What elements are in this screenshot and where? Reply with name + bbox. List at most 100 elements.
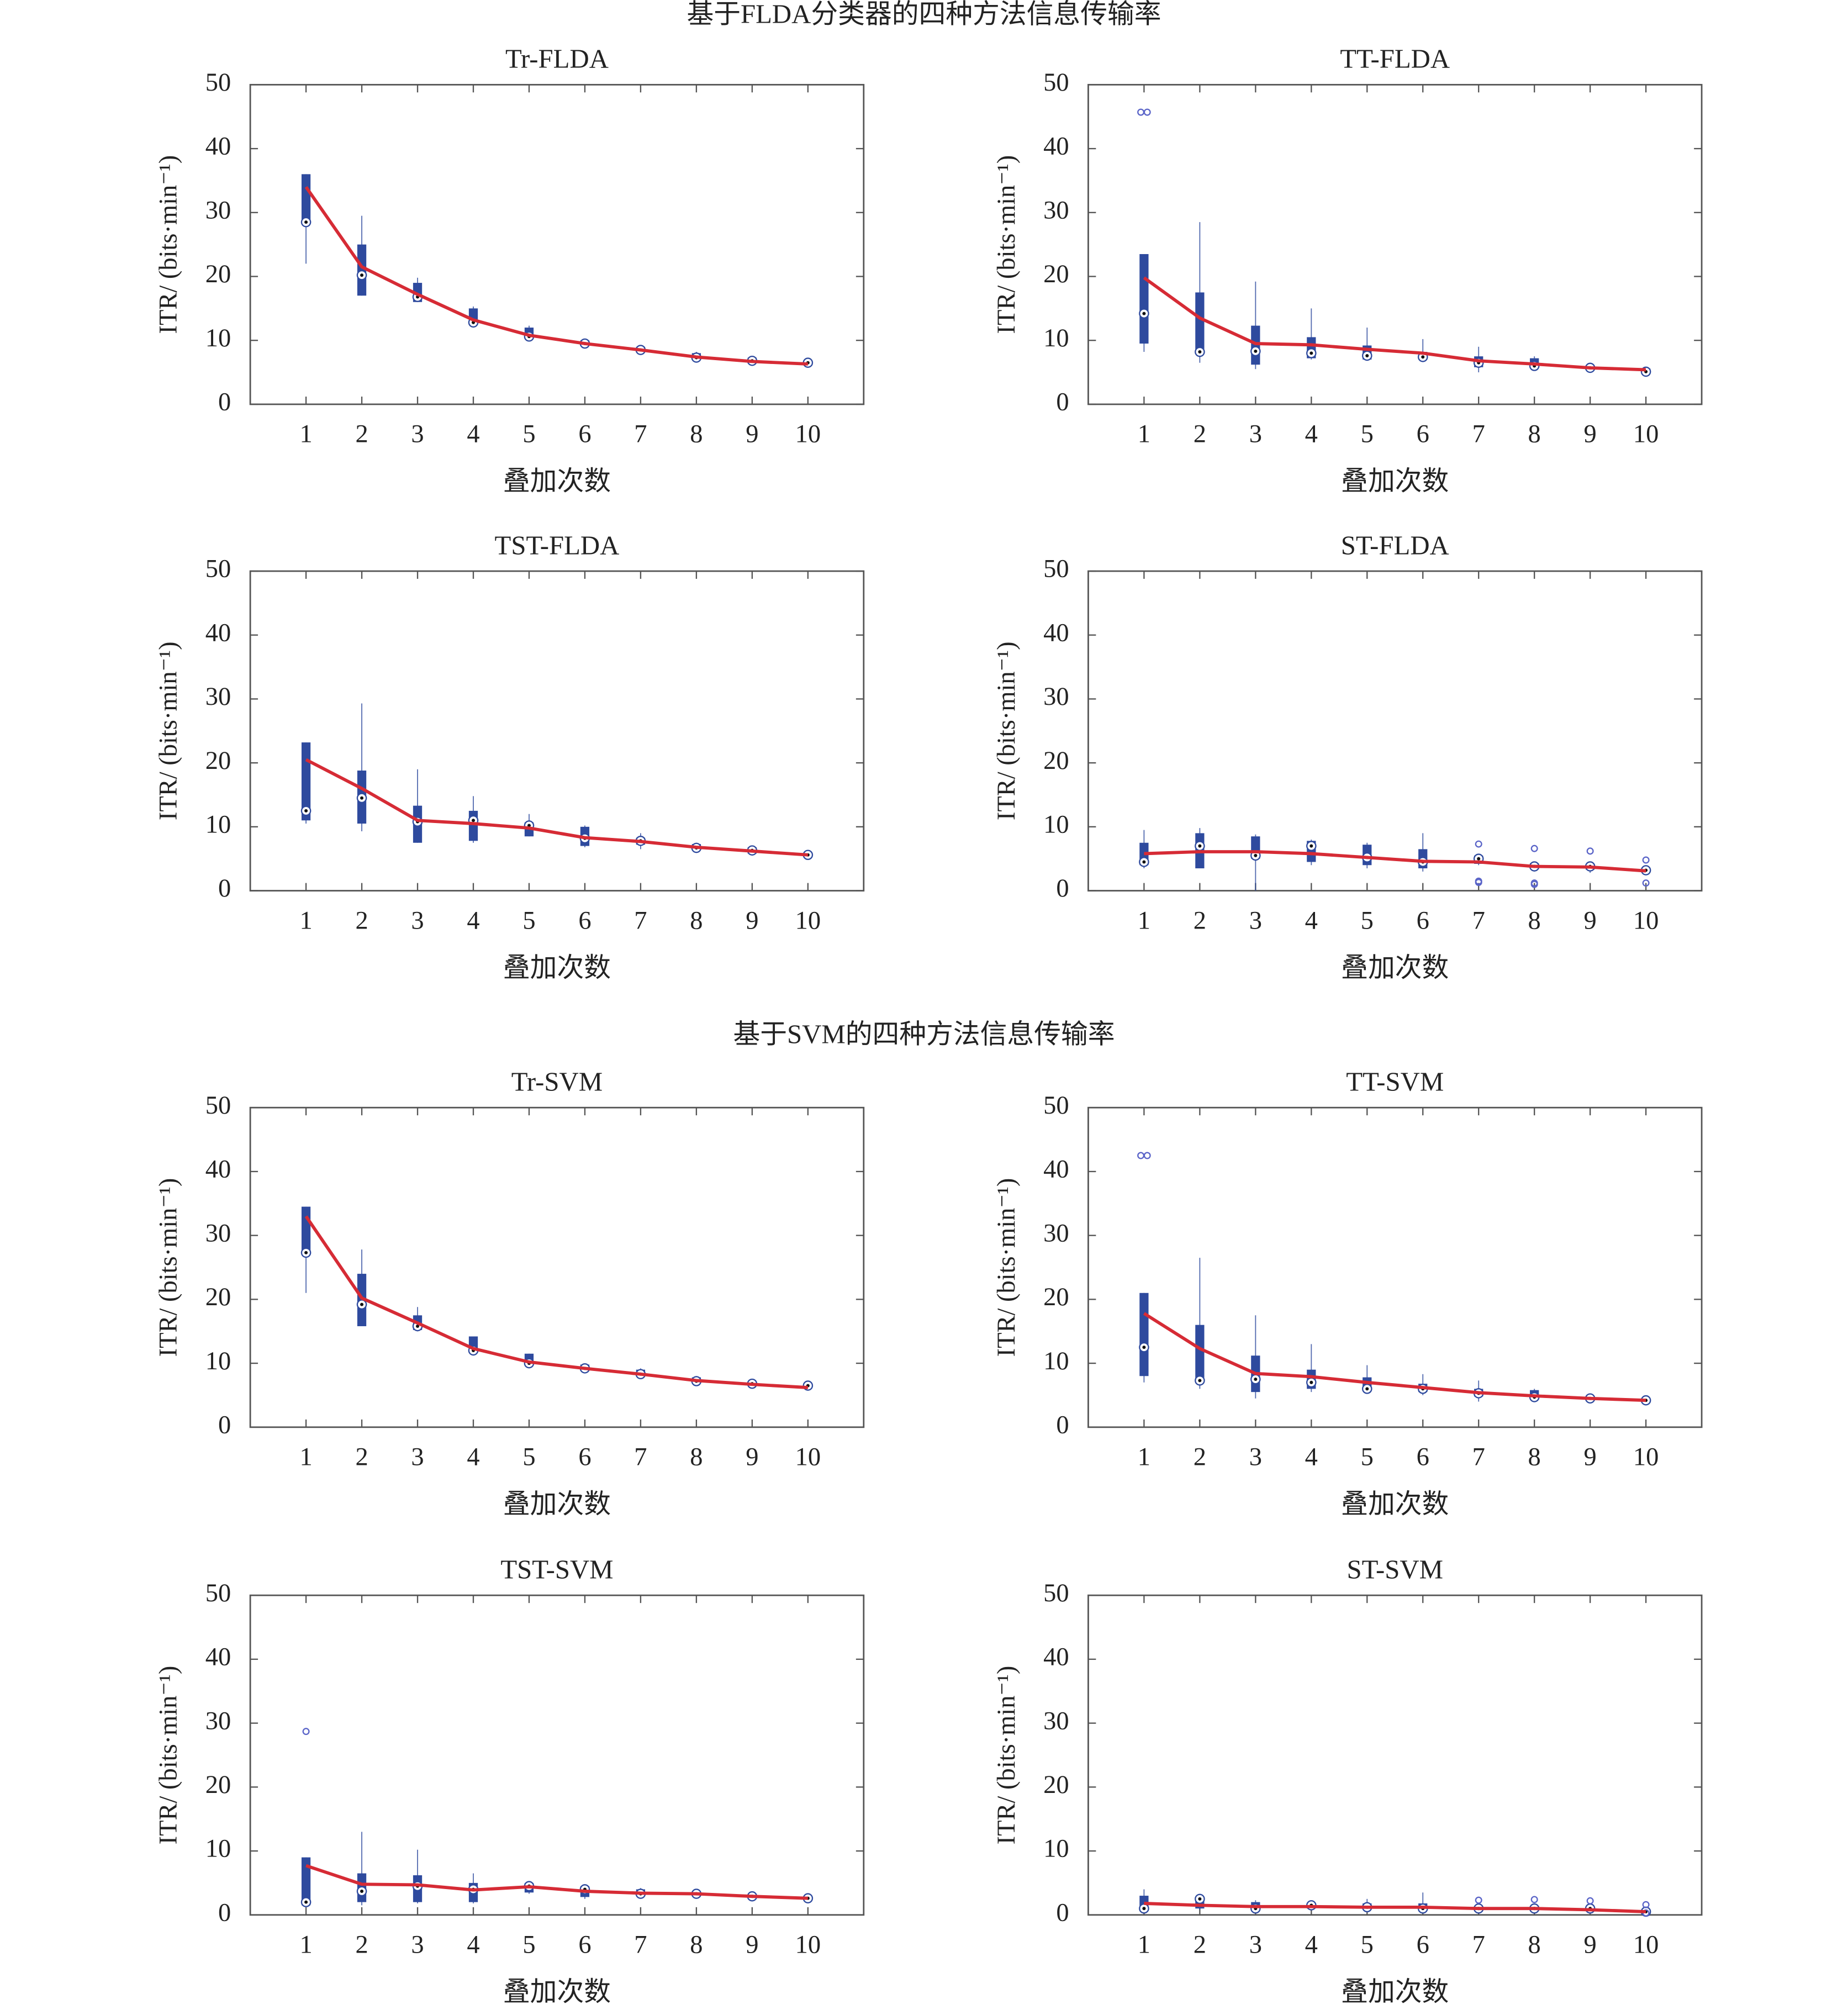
x-tick-label: 8 bbox=[1528, 420, 1541, 449]
median-dot bbox=[1142, 312, 1146, 315]
x-tick-label: 10 bbox=[795, 1443, 821, 1471]
x-tick-label: 6 bbox=[578, 906, 591, 935]
median-dot bbox=[1142, 1346, 1146, 1349]
box bbox=[1195, 292, 1205, 354]
median-dot bbox=[416, 1324, 420, 1328]
y-tick-label: 10 bbox=[1043, 324, 1069, 352]
x-tick-label: 6 bbox=[578, 420, 591, 449]
subplot-title: ST-FLDA bbox=[1341, 530, 1449, 560]
median-dot bbox=[1310, 1380, 1313, 1384]
x-tick-label: 7 bbox=[1472, 420, 1485, 449]
x-tick-label: 7 bbox=[634, 906, 647, 935]
x-tick-label: 6 bbox=[578, 1931, 591, 1959]
x-tick-label: 8 bbox=[1528, 1443, 1541, 1471]
x-tick-label: 2 bbox=[355, 906, 368, 935]
outlier bbox=[1475, 879, 1482, 887]
x-tick-label: 2 bbox=[1194, 1931, 1206, 1959]
x-tick-label: 3 bbox=[1249, 420, 1262, 449]
y-axis-label: ITR/ (bits·min⁻¹) bbox=[992, 1178, 1021, 1357]
x-tick-label: 9 bbox=[1584, 906, 1597, 935]
median-dot bbox=[360, 796, 364, 800]
y-tick-label: 40 bbox=[205, 133, 231, 161]
x-tick-label: 1 bbox=[299, 420, 312, 449]
x-tick-label: 5 bbox=[1361, 906, 1374, 935]
x-tick-label: 7 bbox=[634, 420, 647, 449]
mean-line bbox=[1144, 1902, 1646, 1913]
x-tick-label: 3 bbox=[1249, 1931, 1262, 1959]
median-dot bbox=[1310, 351, 1313, 355]
y-tick-label: 50 bbox=[1043, 68, 1069, 97]
x-tick-label: 4 bbox=[467, 420, 479, 449]
outlier bbox=[1586, 1897, 1594, 1905]
x-tick-label: 4 bbox=[467, 1931, 479, 1959]
median-dot bbox=[304, 809, 308, 813]
x-tick-label: 8 bbox=[1528, 1931, 1541, 1959]
x-tick-label: 9 bbox=[1584, 1931, 1597, 1959]
y-tick-label: 50 bbox=[205, 1091, 231, 1120]
box bbox=[301, 1206, 311, 1252]
x-tick-label: 10 bbox=[1633, 1443, 1659, 1471]
y-axis-label: ITR/ (bits·min⁻¹) bbox=[155, 641, 183, 820]
mean-line bbox=[1143, 1312, 1646, 1402]
subplot: TT-FLDA 叠加次数 ITR/ (bits·min⁻¹) 0 10 20 30 40 50 1… bbox=[992, 44, 1703, 496]
subplot: TST-FLDA 叠加次数 ITR/ (bits·min⁻¹) 0 10 20 30 40 50… bbox=[155, 530, 865, 983]
x-tick-label: 5 bbox=[1361, 1931, 1374, 1959]
x-tick-label: 7 bbox=[1472, 1931, 1485, 1959]
median-dot bbox=[304, 220, 308, 224]
y-tick-label: 0 bbox=[218, 874, 231, 903]
x-tick-label: 7 bbox=[634, 1443, 647, 1471]
y-tick-label: 0 bbox=[1056, 874, 1069, 903]
x-tick-label: 6 bbox=[578, 1443, 591, 1471]
median-dot bbox=[304, 1900, 308, 1904]
y-tick-label: 20 bbox=[205, 260, 231, 288]
x-tick-label: 5 bbox=[522, 906, 535, 935]
plot-frame bbox=[1087, 570, 1703, 892]
y-tick-label: 40 bbox=[1043, 619, 1069, 647]
x-axis-label: 叠加次数 bbox=[503, 1489, 611, 1519]
y-tick-label: 50 bbox=[1043, 1091, 1069, 1120]
subplot-title: TST-FLDA bbox=[495, 530, 620, 560]
y-tick-label: 10 bbox=[1043, 811, 1069, 839]
x-tick-label: 4 bbox=[1305, 1931, 1318, 1959]
median-dot bbox=[1142, 860, 1146, 864]
subplot: TST-SVM 叠加次数 ITR/ (bits·min⁻¹) 0 10 20 30 40 50 1… bbox=[155, 1555, 865, 2007]
y-tick-label: 20 bbox=[1043, 747, 1069, 775]
y-axis-label: ITR/ (bits·min⁻¹) bbox=[992, 1666, 1021, 1845]
outlier bbox=[1143, 108, 1151, 116]
x-tick-label: 2 bbox=[1194, 906, 1206, 935]
median-dot bbox=[1198, 844, 1202, 848]
y-tick-label: 30 bbox=[205, 1707, 231, 1735]
x-tick-label: 1 bbox=[1138, 1931, 1150, 1959]
subplot-title: ST-SVM bbox=[1347, 1555, 1443, 1585]
x-tick-label: 5 bbox=[522, 420, 535, 449]
x-tick-label: 9 bbox=[1584, 420, 1597, 449]
y-tick-label: 20 bbox=[1043, 260, 1069, 288]
y-tick-label: 20 bbox=[1043, 1771, 1069, 1799]
x-tick-label: 4 bbox=[467, 906, 479, 935]
mean-line bbox=[1144, 850, 1646, 873]
box bbox=[1195, 1325, 1205, 1383]
subplot-title: TST-SVM bbox=[500, 1555, 613, 1585]
y-tick-label: 50 bbox=[205, 68, 231, 97]
y-tick-label: 20 bbox=[205, 1771, 231, 1799]
outlier bbox=[1642, 879, 1650, 887]
y-tick-label: 50 bbox=[1043, 1579, 1069, 1607]
median-dot bbox=[360, 1889, 364, 1893]
x-tick-label: 3 bbox=[411, 1931, 424, 1959]
subplot-title: TT-FLDA bbox=[1340, 44, 1450, 74]
x-tick-label: 10 bbox=[1633, 1931, 1659, 1959]
y-axis-label: ITR/ (bits·min⁻¹) bbox=[155, 1178, 183, 1357]
x-tick-label: 1 bbox=[299, 906, 312, 935]
x-tick-label: 6 bbox=[1417, 420, 1429, 449]
mean-line bbox=[305, 1864, 808, 1900]
y-tick-label: 10 bbox=[205, 1835, 231, 1863]
box bbox=[301, 174, 311, 223]
median-dot bbox=[1254, 853, 1258, 857]
median-dot bbox=[1254, 1378, 1258, 1381]
x-tick-label: 6 bbox=[1417, 1931, 1429, 1959]
x-tick-label: 8 bbox=[690, 420, 703, 449]
y-tick-label: 30 bbox=[1043, 196, 1069, 224]
outlier bbox=[1586, 847, 1594, 855]
subplot-title: TT-SVM bbox=[1346, 1067, 1444, 1097]
y-tick-label: 40 bbox=[205, 619, 231, 647]
